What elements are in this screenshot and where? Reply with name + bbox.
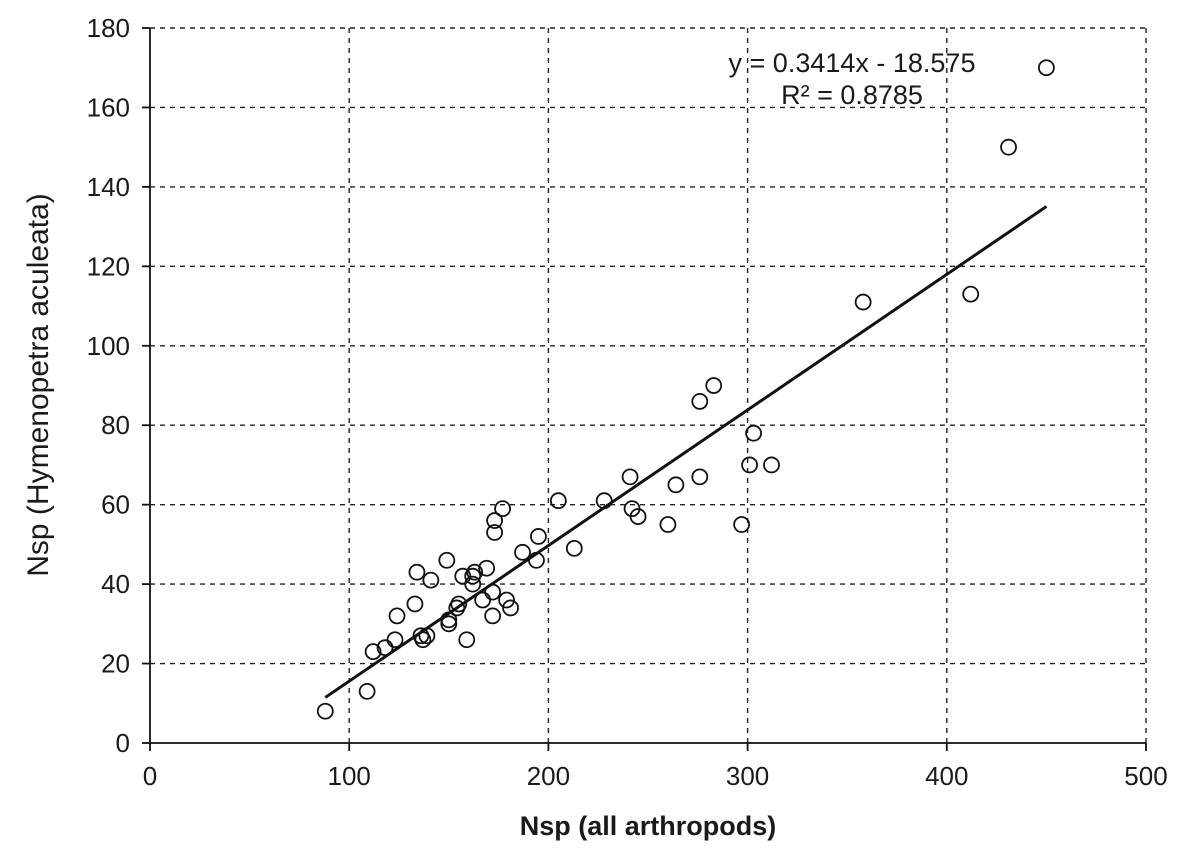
x-axis-title: Nsp (all arthropods) [520, 811, 777, 841]
data-point-40 [659, 516, 677, 533]
data-point-42 [691, 468, 709, 486]
data-point-49 [854, 293, 872, 311]
x-tick-label-200: 200 [527, 761, 570, 791]
y-tick-label-80: 80 [101, 410, 130, 440]
data-point-13 [440, 615, 458, 633]
data-point-45 [733, 516, 751, 533]
data-point-12 [438, 551, 456, 569]
axes [142, 27, 1147, 751]
y-tick-label-120: 120 [87, 251, 130, 281]
x-tick-label-300: 300 [726, 761, 769, 791]
x-tick-label-0: 0 [143, 761, 157, 791]
data-point-4 [386, 631, 404, 649]
data-point-34 [549, 492, 567, 510]
data-point-24 [484, 607, 502, 625]
data-points [316, 59, 1055, 720]
data-point-37 [621, 468, 639, 486]
data-point-1 [358, 682, 376, 700]
data-point-22 [474, 591, 492, 609]
y-tick-label-20: 20 [101, 649, 130, 679]
data-point-26 [486, 524, 504, 541]
data-point-43 [691, 392, 709, 410]
data-point-44 [705, 377, 723, 394]
data-point-7 [408, 563, 426, 581]
data-point-31 [514, 543, 531, 561]
data-point-19 [464, 575, 482, 593]
y-tick-label-0: 0 [116, 728, 130, 758]
y-tick-label-180: 180 [87, 13, 130, 43]
data-point-29 [498, 591, 515, 609]
data-point-21 [466, 563, 484, 581]
data-point-14 [440, 611, 458, 629]
data-point-11 [422, 571, 440, 589]
trendline [324, 205, 1048, 699]
tick-labels: 0 100 200 300 400 500 0 20 40 60 80 100 120 140 160 180 [87, 13, 1168, 791]
trendline-layer [324, 205, 1048, 699]
data-point-18 [458, 631, 476, 649]
y-tick-label-100: 100 [87, 331, 130, 361]
data-point-36 [595, 492, 613, 510]
data-point-2 [364, 643, 382, 661]
y-tick-label-160: 160 [87, 92, 130, 122]
data-point-51 [1000, 138, 1017, 156]
x-tick-label-500: 500 [1124, 761, 1167, 791]
data-point-6 [406, 595, 424, 613]
data-point-52 [1038, 59, 1055, 77]
data-point-32 [528, 551, 545, 569]
data-point-10 [418, 627, 436, 645]
data-point-41 [667, 476, 685, 494]
data-point-28 [494, 500, 511, 518]
data-point-39 [629, 508, 647, 525]
regression-equation: y = 0.3414x - 18.575 [729, 48, 976, 78]
data-point-30 [502, 599, 519, 617]
y-tick-label-60: 60 [101, 490, 130, 520]
grid-lines [150, 27, 1147, 743]
data-point-33 [530, 528, 547, 545]
y-axis-title: Nsp (Hymenopetra aculeata) [22, 193, 55, 577]
data-point-16 [450, 595, 468, 613]
data-point-50 [962, 285, 980, 303]
data-point-5 [388, 607, 406, 625]
data-point-46 [741, 456, 758, 474]
data-point-35 [565, 539, 583, 557]
data-point-0 [316, 702, 334, 720]
labels: y = 0.3414x - 18.575 R² = 0.8785 Nsp (al… [22, 48, 975, 841]
y-tick-label-40: 40 [101, 569, 130, 599]
data-point-9 [414, 631, 432, 649]
x-tick-label-100: 100 [328, 761, 371, 791]
data-point-48 [763, 456, 780, 474]
y-tick-label-140: 140 [87, 172, 130, 202]
r-squared-label: R² = 0.8785 [781, 80, 923, 110]
data-point-27 [486, 512, 504, 529]
data-point-25 [484, 583, 502, 601]
x-tick-label-400: 400 [925, 761, 968, 791]
data-point-47 [745, 424, 762, 442]
data-point-23 [478, 559, 496, 577]
